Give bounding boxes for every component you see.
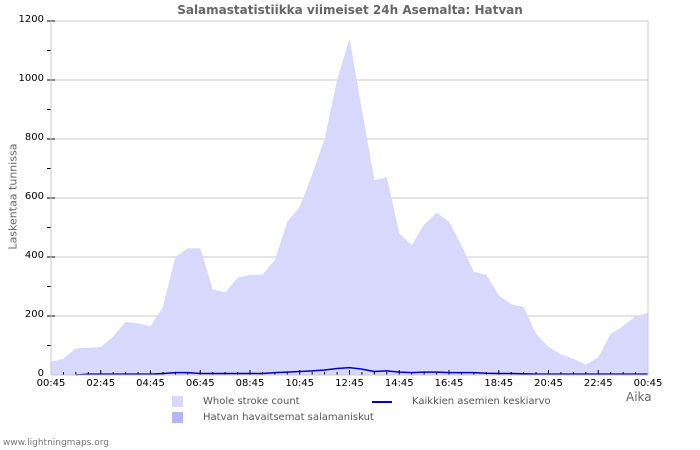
legend-average: Kaikkien asemien keskiarvo xyxy=(372,396,551,407)
chart-title: Salamastatistiikka viimeiset 24h Asemalt… xyxy=(177,3,523,17)
y-tick-label: 1200 xyxy=(18,14,44,25)
y-tick-label: 600 xyxy=(24,191,44,202)
y-tick-label: 400 xyxy=(24,250,44,261)
x-tick-label: 08:45 xyxy=(235,378,265,389)
whole-swatch-icon xyxy=(172,396,183,407)
x-tick-label: 18:45 xyxy=(484,378,514,389)
y-tick-label: 0 xyxy=(37,368,44,379)
x-tick-label: 16:45 xyxy=(434,378,464,389)
x-tick-label: 12:45 xyxy=(335,378,364,389)
average-line xyxy=(75,366,648,376)
x-axis-label: Aika xyxy=(626,390,652,404)
whole-stroke-area xyxy=(51,38,648,375)
x-tick-label: 22:45 xyxy=(583,378,613,389)
source-link[interactable]: www.lightningmaps.org xyxy=(3,438,109,448)
y-tick-label: 200 xyxy=(24,309,44,320)
x-tick-label: 00:45 xyxy=(633,378,663,389)
x-tick-label: 04:45 xyxy=(136,378,165,389)
x-tick-label: 02:45 xyxy=(86,378,116,389)
legend-whole: Whole stroke count xyxy=(172,396,300,407)
y-tick-label: 800 xyxy=(24,132,44,143)
legend-station: Hatvan havaitsemat salamaniskut xyxy=(172,412,374,423)
y-tick-label: 1000 xyxy=(18,73,44,84)
average-line-icon xyxy=(372,400,392,403)
x-tick-label: 00:45 xyxy=(36,378,66,389)
x-tick-label: 20:45 xyxy=(534,378,563,389)
x-tick-label: 06:45 xyxy=(185,378,215,389)
x-tick-label: 10:45 xyxy=(285,378,315,389)
station-swatch-icon xyxy=(172,412,183,423)
x-tick-label: 14:45 xyxy=(384,378,414,389)
